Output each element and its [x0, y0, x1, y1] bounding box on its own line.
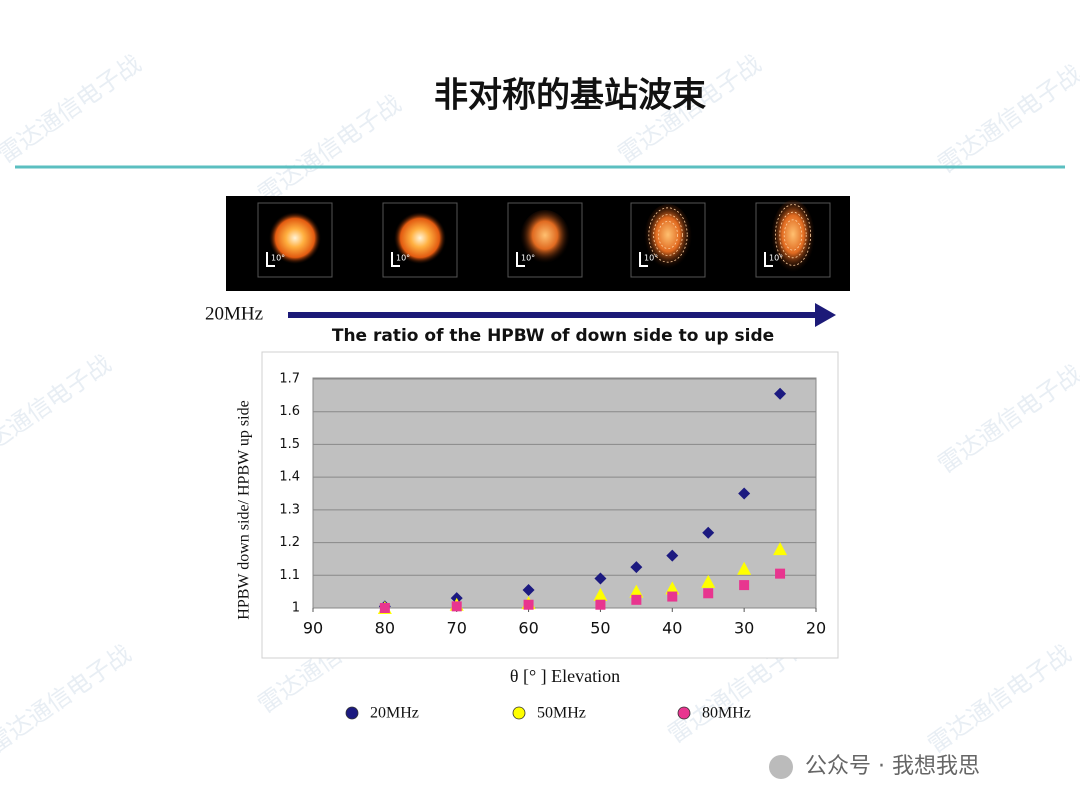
x-tick-label: 60	[518, 619, 538, 638]
background-watermark: 雷达通信电子战	[933, 360, 1080, 479]
y-tick-label: 1.7	[279, 372, 300, 387]
y-axis-label: HPBW down side/ HPBW up side	[236, 400, 253, 619]
beam-label: 10°	[396, 254, 410, 263]
background-watermark: 雷达通信电子战	[0, 640, 136, 759]
beam	[394, 212, 446, 264]
legend-label: 50MHz	[537, 705, 586, 722]
point	[379, 603, 390, 613]
watermark-icon	[769, 755, 793, 779]
point	[703, 588, 714, 599]
point	[775, 568, 786, 579]
point	[451, 601, 462, 612]
point	[631, 594, 642, 605]
x-tick-label: 30	[734, 619, 754, 638]
beam-frame	[630, 202, 706, 278]
x-tick-label: 70	[447, 619, 467, 638]
legend-marker	[512, 706, 526, 720]
watermark: 公众号 · 我想我思	[805, 754, 980, 779]
y-tick-label: 1.2	[279, 535, 300, 550]
beam	[520, 210, 570, 266]
beam-contour	[779, 211, 807, 259]
point	[665, 581, 680, 595]
point	[737, 561, 752, 575]
beam-frame	[507, 202, 583, 278]
beam-label: 10°	[769, 254, 783, 263]
legend: 20MHz 50MHz 80MHz	[345, 705, 751, 722]
arrow-label: 20MHz	[205, 303, 263, 324]
x-tick-label: 80	[375, 619, 395, 638]
background-watermark: 雷达通信电子战	[933, 60, 1080, 179]
plot: 1 1.1 1.2 1.3 1.4 1.5 1.6 1.7 90 80 70 60 50 40 30 20	[279, 372, 826, 638]
slide-title: 非对称的基站波束	[434, 76, 706, 116]
x-tick-label: 50	[590, 619, 610, 638]
scale-mark	[516, 252, 525, 267]
point	[595, 599, 606, 610]
y-tick-label: 1	[292, 601, 300, 616]
beam-images: 10° 10° 10° 10° 10°	[257, 200, 831, 278]
background-watermark: 雷达通信电子战	[0, 50, 146, 169]
background-watermark: 雷达通信电子战	[253, 90, 407, 209]
y-tick-label: 1.6	[279, 404, 300, 419]
x-tick-label: 20	[806, 619, 826, 638]
beam-frame	[257, 202, 333, 278]
point	[702, 526, 715, 539]
beam-contour	[775, 204, 812, 266]
beam-frame	[382, 202, 458, 278]
x-axis-label: θ [° ] Elevation	[510, 666, 620, 686]
arrow-head	[815, 303, 836, 327]
legend-label: 80MHz	[702, 705, 751, 722]
point	[630, 561, 643, 574]
beam	[771, 200, 815, 276]
point	[773, 542, 788, 556]
beam-label: 10°	[271, 254, 285, 263]
y-tick-label: 1.4	[279, 470, 300, 485]
point	[738, 487, 751, 500]
point	[629, 584, 644, 598]
scale-mark	[266, 252, 275, 267]
background-watermark: 雷达通信电子战	[923, 640, 1077, 759]
point	[594, 572, 607, 585]
y-tick-label: 1.3	[279, 502, 300, 517]
chart-title: The ratio of the HPBW of down side to up…	[332, 326, 774, 346]
scale-mark	[764, 252, 773, 267]
point	[522, 584, 535, 597]
point	[701, 574, 716, 588]
point	[739, 580, 750, 591]
beam-label: 10°	[644, 254, 658, 263]
y-tick-label: 1.5	[279, 437, 300, 452]
y-tick-label: 1.1	[279, 568, 300, 583]
beam	[644, 204, 692, 272]
legend-marker	[345, 706, 359, 720]
beam-contour	[658, 220, 679, 249]
legend-marker	[677, 706, 691, 720]
x-tick-label: 90	[303, 619, 323, 638]
point	[523, 599, 534, 610]
point	[666, 549, 679, 562]
scale-mark	[639, 252, 648, 267]
scale-mark	[391, 252, 400, 267]
background-watermark: 雷达通信电子战	[0, 350, 116, 469]
point	[593, 587, 608, 601]
beam-contour	[653, 214, 683, 256]
point	[667, 591, 678, 602]
beam-contour	[648, 207, 688, 263]
beam-label: 10°	[521, 254, 535, 263]
beam-contour	[783, 219, 803, 251]
beam	[269, 212, 321, 264]
legend-label: 20MHz	[370, 705, 419, 722]
point	[774, 387, 787, 400]
x-tick-label: 40	[662, 619, 682, 638]
